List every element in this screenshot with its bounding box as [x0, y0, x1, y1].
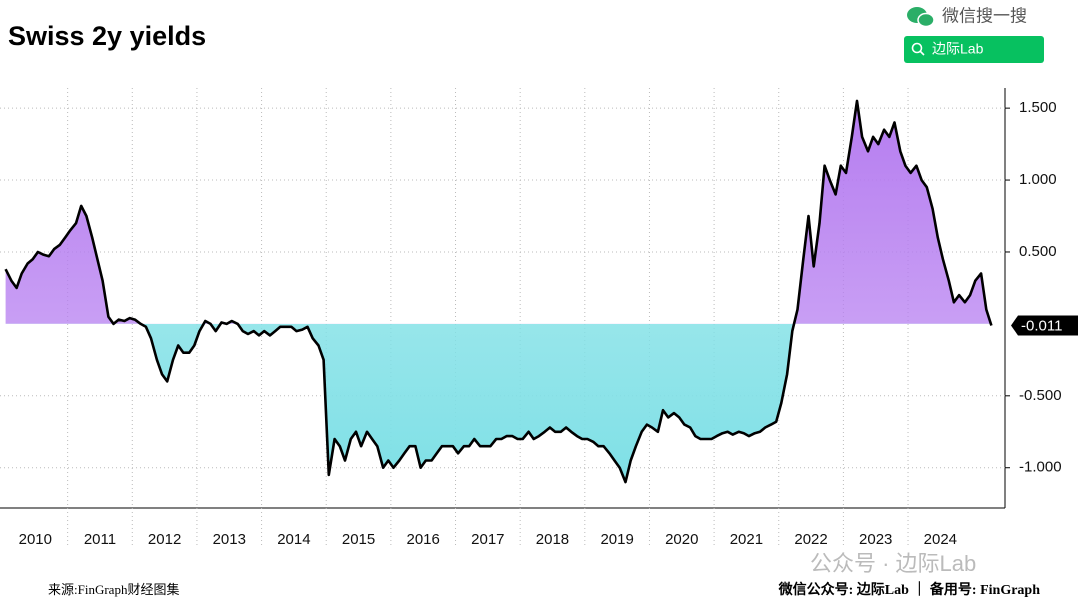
last-value-label: -0.011	[1021, 317, 1062, 334]
search-button[interactable]	[904, 36, 1044, 63]
x-tick-label: 2016	[407, 531, 440, 548]
line	[4, 99, 993, 484]
last-value-box	[1011, 315, 1078, 336]
search-icon	[911, 42, 923, 54]
x-tick-label: 2010	[19, 531, 52, 548]
x-tick-label: 2023	[859, 531, 892, 548]
wechat-search: 微信搜一搜 边际Lab	[904, 6, 1044, 63]
search-icon	[919, 50, 925, 56]
x-tick-label: 2020	[665, 531, 698, 548]
y-tick-label: 1.500	[1019, 99, 1057, 116]
y-tick-label: -1.000	[1019, 459, 1062, 476]
x-tick-label: 2018	[536, 531, 569, 548]
x-tick-label: 2024	[924, 531, 957, 548]
chart-title: Swiss 2y yields	[8, 21, 206, 51]
y-tick-label: 1.000	[1019, 171, 1057, 188]
account-watermark: 公众号 · 边际Lab	[810, 551, 976, 576]
plot: -1.000 -0.500 0.500 1.000 1.500 2010 2011 2012 2…	[0, 88, 1078, 548]
footer-note: 微信公众号: 边际Lab ｜ 备用号: FinGraph	[778, 581, 1041, 598]
y-tick-label: -0.500	[1019, 387, 1062, 404]
area-positive	[5, 100, 992, 324]
x-tick-label: 2014	[277, 531, 310, 548]
x-tick-label: 2013	[213, 531, 246, 548]
x-tick-label: 2015	[342, 531, 375, 548]
x-tick-label: 2019	[600, 531, 633, 548]
x-tick-label: 2022	[794, 531, 827, 548]
y-tick-label: 0.500	[1019, 243, 1057, 260]
x-tick-label: 2012	[148, 531, 181, 548]
x-tick-label: 2021	[730, 531, 763, 548]
wechat-icon	[917, 12, 935, 28]
x-tick-label: 2017	[471, 531, 504, 548]
source: 来源:FinGraph财经图集	[48, 582, 179, 597]
search-label: 微信搜一搜	[942, 6, 1027, 25]
search-button-label: 边际Lab	[932, 41, 984, 57]
x-tick-label: 2011	[84, 531, 116, 548]
